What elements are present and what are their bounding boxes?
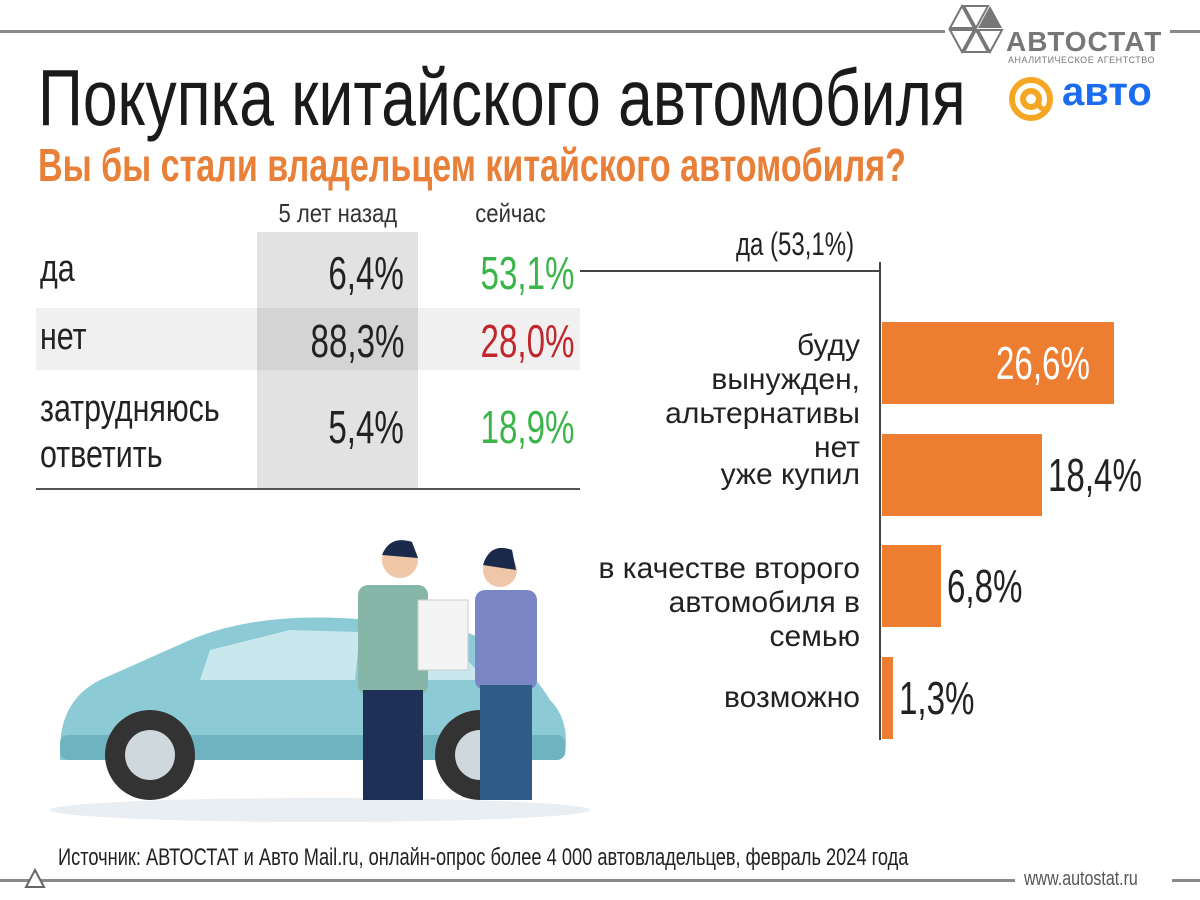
row-label: да (40, 248, 75, 290)
past-value: 88,3% (310, 315, 404, 367)
autostat-triangles-icon (948, 3, 1004, 55)
site-url[interactable]: www.autostat.ru (1024, 868, 1166, 891)
bar-category-label: уже купил (720, 458, 860, 491)
top-divider-right (1170, 30, 1200, 33)
row-label: затрудняюсь ответить (40, 388, 220, 476)
bar-value-text: 26,6% (996, 337, 1090, 389)
past-column-bg (257, 232, 418, 488)
autostat-logo-subtext: АНАЛИТИЧЕСКОЕ АГЕНТСТВО (1008, 55, 1155, 65)
chart-axis (879, 262, 881, 740)
table-row: затрудняюсь ответить 5,4% 18,9% (36, 370, 580, 488)
now-value-cell: 53,1% (444, 246, 574, 300)
bar-value-label: 26,6% (996, 336, 1126, 390)
site-url-text[interactable]: www.autostat.ru (1024, 868, 1138, 890)
table-bottom-border (36, 488, 580, 490)
table-row: да 6,4% 53,1% (36, 232, 580, 308)
bar-value-text: 1,3% (899, 672, 975, 724)
past-value: 6,4% (328, 247, 404, 299)
now-value: 18,9% (480, 401, 574, 453)
autostat-mini-icon (24, 868, 46, 888)
bar (882, 434, 1043, 516)
bar-value-label: 18,4% (1048, 448, 1178, 502)
subtitle: Вы бы стали владельцем китайского автомо… (38, 138, 1200, 192)
header-past-text: 5 лет назад (278, 198, 397, 228)
title-text: Покупка китайского автомобиля (38, 53, 966, 142)
bar-value-text: 6,8% (947, 560, 1023, 612)
chart-title: да (53,1%) (736, 226, 893, 263)
row-stripe (36, 308, 580, 370)
row-label: нет (40, 316, 87, 358)
bottom-divider (0, 879, 1015, 882)
connector-line (580, 270, 880, 272)
past-value: 5,4% (328, 401, 404, 453)
source-note: Источник: АВТОСТАТ и Авто Mail.ru, онлай… (58, 844, 1177, 872)
top-divider (0, 30, 945, 33)
bottom-divider-right (1172, 879, 1200, 882)
now-value: 53,1% (480, 247, 574, 299)
now-value-cell: 28,0% (444, 314, 574, 368)
mail-at-icon (1006, 76, 1056, 126)
now-value-cell: 18,9% (444, 400, 574, 454)
header-now: сейчас (440, 198, 580, 229)
bar (882, 657, 894, 739)
bar-value-label: 6,8% (947, 559, 1052, 613)
bar-category-label: буду вынужден, альтернативы нет (665, 329, 860, 464)
page-title: Покупка китайского автомобиля (38, 52, 1200, 144)
subtitle-text: Вы бы стали владельцем китайского автомо… (38, 139, 906, 191)
bar-category-label: в качестве второго автомобиля в семью (598, 552, 860, 653)
autostat-logo-text: АВТОСТАТ (1006, 26, 1163, 57)
chart-title-text: да (53,1%) (736, 226, 855, 262)
header-now-text: сейчас (474, 198, 546, 228)
bar (882, 322, 1114, 404)
bar (882, 545, 942, 627)
source-text: Источник: АВТОСТАТ и Авто Mail.ru, онлай… (58, 844, 909, 871)
bar-value-label: 1,3% (899, 671, 1004, 725)
header-past: 5 лет назад (257, 198, 418, 229)
autostat-logo (948, 3, 1008, 59)
bar-value-text: 18,4% (1048, 449, 1143, 501)
bar-category-label: возможно (724, 681, 860, 714)
now-value: 28,0% (480, 315, 574, 367)
car-handshake-illustration (50, 540, 590, 822)
mail-avto-logo-text: авто (1062, 70, 1152, 114)
table-row: нет 88,3% 28,0% (36, 308, 580, 370)
